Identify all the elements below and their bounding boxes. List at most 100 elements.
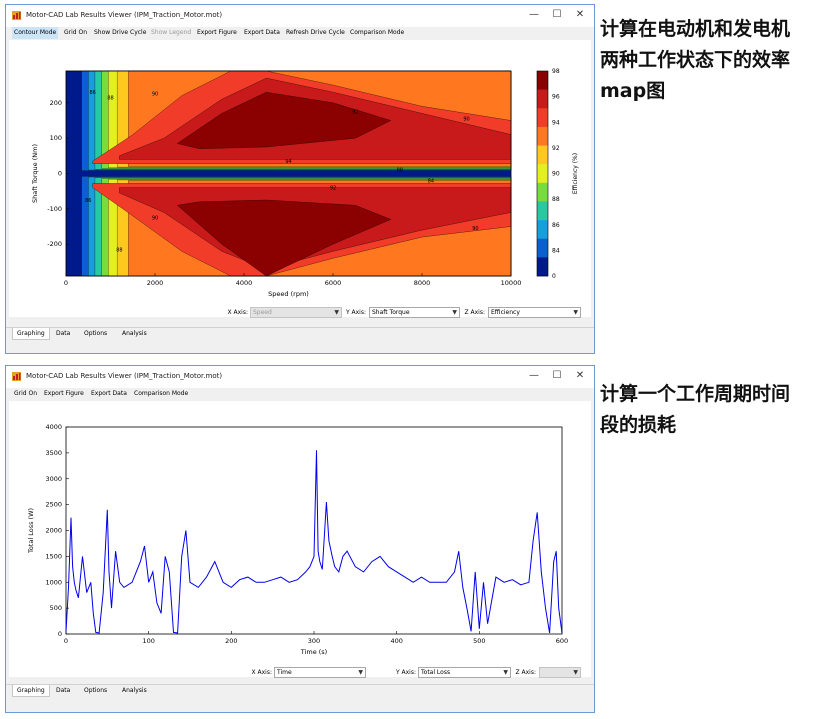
annotation-line: map图 (600, 80, 666, 102)
chevron-down-icon: ▼ (452, 309, 457, 316)
annotation-line: 计算在电动机和发电机 (600, 18, 791, 40)
title-bar: Motor-CAD Lab Results Viewer (IPM_Tracti… (6, 5, 594, 27)
contour-label: 84 (428, 178, 434, 184)
annotation-cycle-loss: 计算一个工作周期时间 段的损耗 (600, 379, 790, 441)
x-axis-select[interactable]: Speed ▼ (250, 307, 342, 318)
x-tick-label: 600 (556, 637, 568, 645)
y-axis-select[interactable]: Shaft Torque ▼ (369, 307, 460, 318)
y-tick-label: -100 (47, 205, 62, 213)
contour-label: 92 (352, 109, 358, 115)
tab-bar: Graphing Data Options Analysis (6, 684, 594, 698)
colorbar-segment (537, 220, 548, 240)
loss-series-line (65, 450, 563, 634)
x-tick-label: 200 (225, 637, 237, 645)
show-legend-button[interactable]: Show Legend (151, 29, 192, 36)
x-tick-label: 300 (308, 637, 320, 645)
colorbar-segment (537, 126, 548, 146)
chevron-down-icon: ▼ (573, 309, 578, 316)
axis-selector-bar: X Axis: Speed ▼ Y Axis: Shaft Torque ▼ Z A… (6, 307, 594, 319)
contour-label: 86 (85, 198, 91, 204)
colorbar-tick-label: 86 (552, 222, 560, 229)
y-tick-label: 200 (50, 99, 62, 107)
colorbar-segment (537, 89, 548, 109)
z-axis-select[interactable]: ▼ (539, 667, 581, 678)
x-tick-label: 500 (473, 637, 485, 645)
close-button[interactable]: ✕ (575, 370, 585, 381)
export-figure-button[interactable]: Export Figure (44, 390, 84, 397)
tab-graphing[interactable]: Graphing (12, 685, 50, 697)
comparison-mode-button[interactable]: Comparison Mode (350, 29, 405, 36)
y-axis-label: Y Axis: (345, 309, 366, 316)
y-tick-label: 2500 (45, 501, 62, 509)
plot-area: 0 100 200 300 400 500 600 0 500 1000 1500 2000 2500 3… (9, 401, 591, 677)
export-data-button[interactable]: Export Data (91, 390, 127, 397)
annotation-line: 两种工作状态下的效率 (600, 49, 791, 71)
tab-graphing[interactable]: Graphing (12, 328, 50, 340)
tab-analysis[interactable]: Analysis (122, 687, 147, 694)
contour-label: 88 (116, 247, 122, 253)
y-tick-label: 3500 (45, 449, 62, 457)
contour-label: 86 (90, 90, 96, 96)
tab-options[interactable]: Options (84, 687, 108, 694)
y-axis-label: Y Axis: (395, 669, 416, 676)
x-tick-label: 0 (64, 637, 68, 645)
window-title: Motor-CAD Lab Results Viewer (IPM_Tracti… (26, 372, 223, 380)
colorbar-segment (537, 257, 548, 277)
export-data-button[interactable]: Export Data (244, 29, 280, 36)
z-axis-select[interactable]: Efficiency ▼ (488, 307, 581, 318)
z-axis-label: Z Axis: (515, 669, 537, 676)
export-figure-button[interactable]: Export Figure (197, 29, 237, 36)
y-axis-select-value: Shaft Torque (372, 309, 410, 316)
y-tick-label: 4000 (45, 423, 62, 431)
close-button[interactable]: ✕ (575, 9, 585, 20)
annotation-efficiency-map: 计算在电动机和发电机 两种工作状态下的效率 map图 (600, 14, 790, 107)
colorbar-segment (537, 238, 548, 258)
y-tick-label: 0 (58, 630, 62, 638)
tab-options[interactable]: Options (84, 330, 108, 337)
x-tick-label: 6000 (325, 279, 342, 287)
x-axis-label: X Axis: (251, 669, 273, 676)
colorbar-segment (537, 108, 548, 128)
y-tick-label: -200 (47, 240, 62, 248)
colorbar-frame (536, 70, 549, 277)
contour-label: 90 (463, 116, 469, 122)
grid-on-button[interactable]: Grid On (14, 390, 38, 397)
x-tick-label: 400 (390, 637, 402, 645)
x-tick-label: 10000 (501, 279, 522, 287)
contour-mode-button[interactable]: Contour Mode (12, 27, 59, 39)
colorbar-segment (537, 182, 548, 202)
total-loss-chart: 0 100 200 300 400 500 600 0 500 1000 1500 2000 2500 3… (27, 423, 568, 656)
contour-label: 88 (107, 95, 113, 101)
contour-band (176, 199, 392, 277)
chevron-down-icon: ▼ (358, 669, 363, 676)
x-axis-select-value: Time (277, 669, 292, 676)
y-axis-title: Total Loss (W) (27, 508, 35, 554)
contour-label: 94 (285, 159, 291, 165)
menu-bar: Grid On Export Figure Export Data Compar… (6, 388, 594, 400)
y-axis-select[interactable]: Total Loss ▼ (418, 667, 511, 678)
annotation-line: 段的损耗 (600, 414, 677, 436)
maximize-button[interactable]: ☐ (552, 9, 562, 20)
maximize-button[interactable]: ☐ (552, 370, 562, 381)
chevron-down-icon: ▼ (503, 669, 508, 676)
tab-data[interactable]: Data (56, 330, 71, 337)
comparison-mode-button[interactable]: Comparison Mode (134, 390, 189, 397)
y-tick-label: 500 (50, 604, 62, 612)
show-drive-cycle-button[interactable]: Show Drive Cycle (94, 29, 147, 36)
app-icon (12, 11, 21, 20)
y-axis-title: Shaft Torque (Nm) (31, 144, 39, 203)
colorbar-tick-label: 88 (552, 196, 560, 203)
contour-band (66, 171, 511, 176)
grid-on-button[interactable]: Grid On (64, 29, 88, 36)
x-axis-label: X Axis: (227, 309, 249, 316)
contour-band (176, 92, 392, 149)
refresh-drive-cycle-button[interactable]: Refresh Drive Cycle (286, 29, 345, 36)
minimize-button[interactable]: — (529, 9, 539, 20)
minimize-button[interactable]: — (529, 370, 539, 381)
axis-selector-bar: X Axis: Time ▼ Y Axis: Total Loss ▼ Z Axis… (6, 667, 594, 679)
contour-label: 88 (397, 168, 403, 174)
x-axis-select[interactable]: Time ▼ (274, 667, 366, 678)
tab-analysis[interactable]: Analysis (122, 330, 147, 337)
tab-data[interactable]: Data (56, 687, 71, 694)
